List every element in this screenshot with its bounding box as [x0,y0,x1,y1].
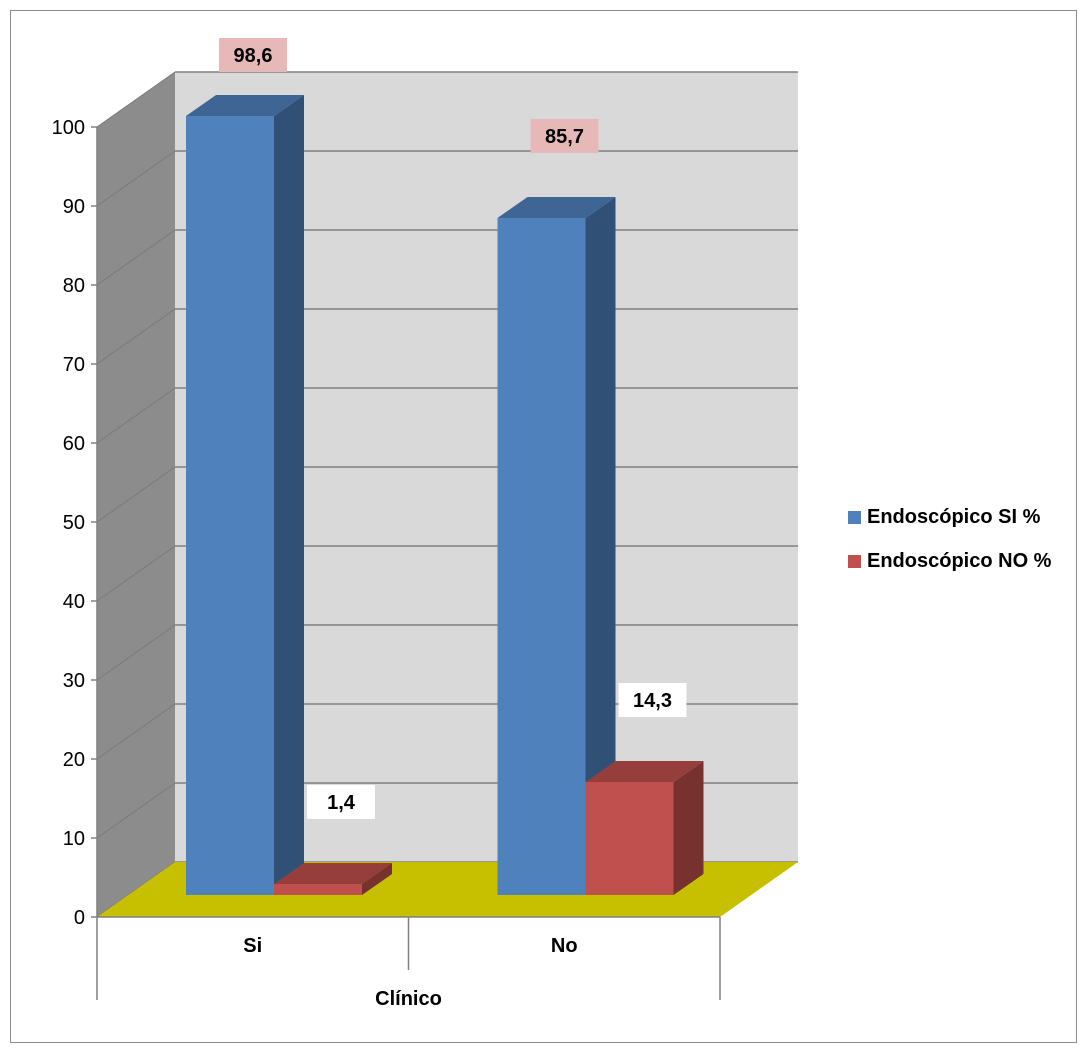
bar-top [274,862,392,884]
bar-no-series-2 [585,761,704,895]
data-labels: 98,6 1,4 85,7 14,3 [219,38,687,819]
y-tick-label-80: 80 [63,275,85,297]
bars [186,95,704,896]
x-axis: Si No Clínico [96,916,721,1010]
bar-front [274,883,362,895]
y-tick-label-60: 60 [63,433,85,455]
y-axis: 0 10 20 30 40 50 60 70 80 90 100 [52,117,98,929]
x-group-label: Clínico [375,988,442,1010]
data-label-text: 1,4 [327,792,356,814]
bar-top [497,196,616,218]
data-label-box [530,118,599,153]
y-tick-label-30: 30 [63,670,85,692]
gridline-side-80 [96,229,176,286]
bar-side [274,95,304,895]
gridline-side-20 [96,703,176,760]
gridline-side-50 [96,466,176,523]
bar-si-series-1 [186,95,304,895]
gridline-side-90 [96,150,176,207]
bar-side [362,862,392,895]
gridline-side-10 [96,782,176,839]
legend-item-series-1: Endoscópico SI % [848,505,1051,529]
data-label-no-series-1: 85,7 [530,118,599,153]
legend-swatch-series-2 [848,554,861,568]
y-tick-label-10: 10 [63,828,85,850]
x-category-label-no: No [551,935,578,957]
y-tick-label-100: 100 [52,117,85,139]
y-tick-label-70: 70 [63,354,85,376]
y-tick-label-90: 90 [63,196,85,218]
bar-side [585,196,616,896]
data-label-box [307,784,375,819]
data-label-si-series-1: 98,6 [219,38,287,72]
data-label-box [618,683,687,718]
gridline-side-70 [96,308,176,365]
y-tick-label-0: 0 [74,907,85,929]
gridline-side-60 [96,387,176,444]
bar-side [673,761,704,895]
y-tick-label-50: 50 [63,512,85,534]
legend-label-series-2: Endoscópico NO % [867,549,1052,572]
legend-item-series-2: Endoscópico NO % [848,549,1051,573]
data-label-si-series-2: 1,4 [307,784,375,819]
gridline-side-40 [96,545,176,602]
data-label-text: 85,7 [545,126,584,148]
bar-front [497,217,586,896]
gridline-side-100 [96,71,176,128]
data-label-box [219,38,287,72]
bar-no-series-1 [497,196,616,896]
y-tick-label-40: 40 [63,591,85,613]
data-label-no-series-2: 14,3 [618,683,687,718]
gridline-side-30 [96,624,176,681]
legend-label-series-1: Endoscópico SI % [867,505,1041,528]
bar-top [585,761,704,783]
legend-swatch-series-1 [848,510,861,524]
data-label-text: 98,6 [234,45,273,67]
bar-front [186,116,274,895]
bar-front [585,782,674,895]
bar-top [186,95,304,117]
legend: Endoscópico SI % Endoscópico NO % [848,505,1051,593]
x-category-label-si: Si [243,935,262,957]
data-label-text: 14,3 [633,690,672,712]
bar-si-series-2 [274,862,392,895]
y-tick-label-20: 20 [63,749,85,771]
